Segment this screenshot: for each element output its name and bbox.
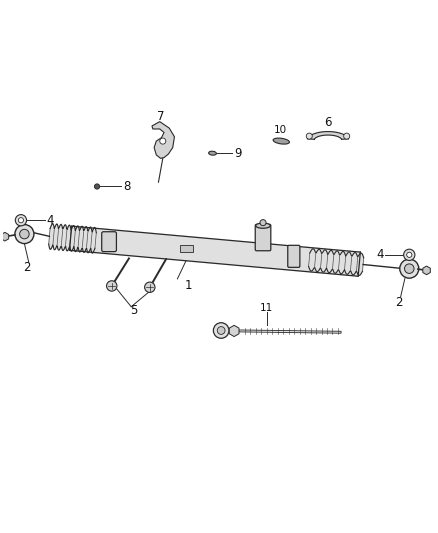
Polygon shape: [307, 132, 348, 139]
Text: 2: 2: [395, 296, 402, 309]
Text: 2: 2: [23, 261, 30, 274]
Polygon shape: [70, 226, 360, 276]
Text: 11: 11: [260, 303, 273, 313]
Text: 1: 1: [184, 279, 192, 292]
Circle shape: [400, 259, 419, 278]
Text: 8: 8: [123, 180, 130, 193]
Text: 6: 6: [324, 116, 332, 128]
Circle shape: [106, 281, 117, 291]
Circle shape: [15, 224, 34, 244]
Circle shape: [405, 264, 414, 273]
Polygon shape: [49, 224, 96, 253]
Polygon shape: [309, 249, 364, 276]
Text: 9: 9: [234, 147, 241, 160]
Circle shape: [404, 249, 415, 261]
Bar: [180, 245, 193, 252]
Text: 4: 4: [46, 214, 54, 227]
Circle shape: [406, 252, 412, 257]
Circle shape: [15, 215, 27, 226]
Text: 7: 7: [157, 109, 164, 123]
Ellipse shape: [273, 138, 290, 144]
Circle shape: [213, 322, 229, 338]
Circle shape: [260, 220, 266, 225]
Circle shape: [18, 217, 24, 223]
Circle shape: [306, 133, 312, 139]
Text: 5: 5: [131, 304, 138, 317]
Polygon shape: [152, 122, 174, 158]
Circle shape: [344, 133, 350, 139]
Ellipse shape: [256, 223, 270, 228]
Circle shape: [95, 184, 100, 189]
Text: 10: 10: [273, 125, 286, 135]
FancyBboxPatch shape: [255, 224, 271, 251]
Ellipse shape: [208, 151, 216, 155]
Circle shape: [20, 229, 29, 239]
FancyBboxPatch shape: [288, 245, 300, 268]
Circle shape: [217, 327, 225, 334]
Circle shape: [145, 282, 155, 293]
Circle shape: [160, 138, 166, 144]
FancyBboxPatch shape: [102, 232, 117, 252]
Text: 4: 4: [376, 248, 384, 261]
